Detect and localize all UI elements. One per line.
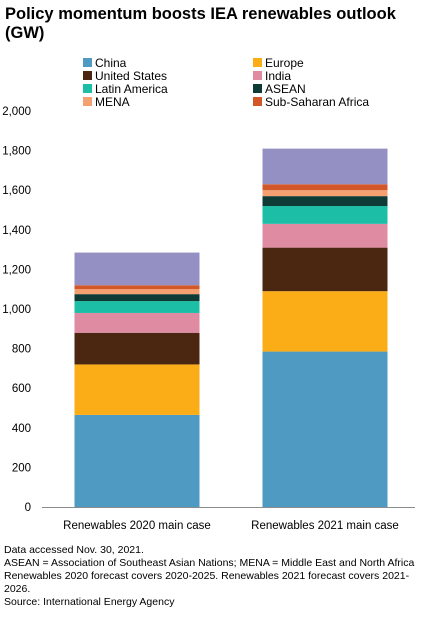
legend-item-mena: MENA bbox=[83, 96, 130, 109]
legend-label: Latin America bbox=[95, 82, 168, 96]
bar-segment-latin-america bbox=[262, 206, 388, 224]
y-tick-label: 600 bbox=[12, 383, 31, 395]
legend-item-asean: ASEAN bbox=[253, 83, 306, 96]
legend-label: India bbox=[265, 69, 292, 83]
bar-segment-india bbox=[262, 223, 388, 248]
y-tick-label: 1,800 bbox=[2, 146, 31, 158]
bar-segment-mena bbox=[262, 190, 388, 197]
legend-swatch bbox=[83, 84, 92, 93]
x-tick-label: Renewables 2020 main case bbox=[63, 520, 211, 532]
legend-item-china: China bbox=[83, 57, 126, 70]
legend-label: Sub-Saharan Africa bbox=[265, 95, 370, 109]
legend-label: MENA bbox=[95, 95, 130, 109]
x-tick-label: Renewables 2021 main case bbox=[251, 520, 399, 532]
legend-label: Europe bbox=[265, 56, 304, 70]
bar-segment-china bbox=[74, 414, 200, 507]
bar-segment-other bbox=[74, 252, 200, 286]
y-tick-label: 1,600 bbox=[2, 185, 31, 197]
bar-segment-mena bbox=[74, 289, 200, 295]
note-abbreviations: ASEAN = Association of Southeast Asian N… bbox=[4, 557, 415, 569]
y-tick-label: 0 bbox=[25, 502, 31, 514]
legend-item-europe: Europe bbox=[253, 57, 304, 70]
bar-segment-sub-saharan-africa bbox=[262, 184, 388, 191]
legend-swatch bbox=[83, 58, 92, 67]
y-tick-label: 2,000 bbox=[2, 106, 31, 118]
y-tick-label: 400 bbox=[12, 423, 31, 435]
legend-item-united-states: United States bbox=[83, 70, 167, 83]
y-tick-label: 1,400 bbox=[2, 225, 31, 237]
bar-segment-united-states bbox=[74, 332, 200, 365]
legend-label: China bbox=[95, 56, 127, 70]
bar-segment-europe bbox=[74, 364, 200, 415]
note-data-accessed: Data accessed Nov. 30, 2021. bbox=[4, 544, 144, 556]
footnotes: Data accessed Nov. 30, 2021. ASEAN = Ass… bbox=[4, 544, 422, 609]
bar-segment-other bbox=[262, 148, 388, 185]
bar-segment-united-states bbox=[262, 247, 388, 292]
y-tick-label: 1,200 bbox=[2, 264, 31, 276]
legend-item-india: India bbox=[253, 70, 291, 83]
bar-segment-latin-america bbox=[74, 301, 200, 313]
y-tick-label: 200 bbox=[12, 462, 31, 474]
legend-label: United States bbox=[95, 69, 168, 83]
bar-segment-europe bbox=[262, 291, 388, 352]
legend-swatch bbox=[253, 97, 262, 106]
legend-swatch bbox=[253, 71, 262, 80]
chart-title: Policy momentum boosts IEA renewables ou… bbox=[5, 5, 396, 42]
legend-swatch bbox=[253, 58, 262, 67]
y-tick-label: 1,000 bbox=[2, 304, 31, 316]
legend-swatch bbox=[83, 97, 92, 106]
legend-item-latin-america: Latin America bbox=[83, 83, 168, 96]
note-source: Source: International Energy Agency bbox=[4, 596, 175, 608]
bar-segment-china bbox=[262, 351, 388, 507]
bar-segment-sub-saharan-africa bbox=[74, 285, 200, 290]
y-tick-label: 800 bbox=[12, 344, 31, 356]
note-forecast-coverage: Renewables 2020 forecast covers 2020-202… bbox=[4, 570, 410, 595]
bar-segment-india bbox=[74, 312, 200, 333]
legend-label: ASEAN bbox=[265, 82, 306, 96]
legend-swatch bbox=[83, 71, 92, 80]
bar-segment-asean bbox=[74, 294, 200, 302]
legend-swatch bbox=[253, 84, 262, 93]
bar-segment-asean bbox=[262, 196, 388, 207]
legend-item-sub-saharan-africa: Sub-Saharan Africa bbox=[253, 96, 369, 109]
